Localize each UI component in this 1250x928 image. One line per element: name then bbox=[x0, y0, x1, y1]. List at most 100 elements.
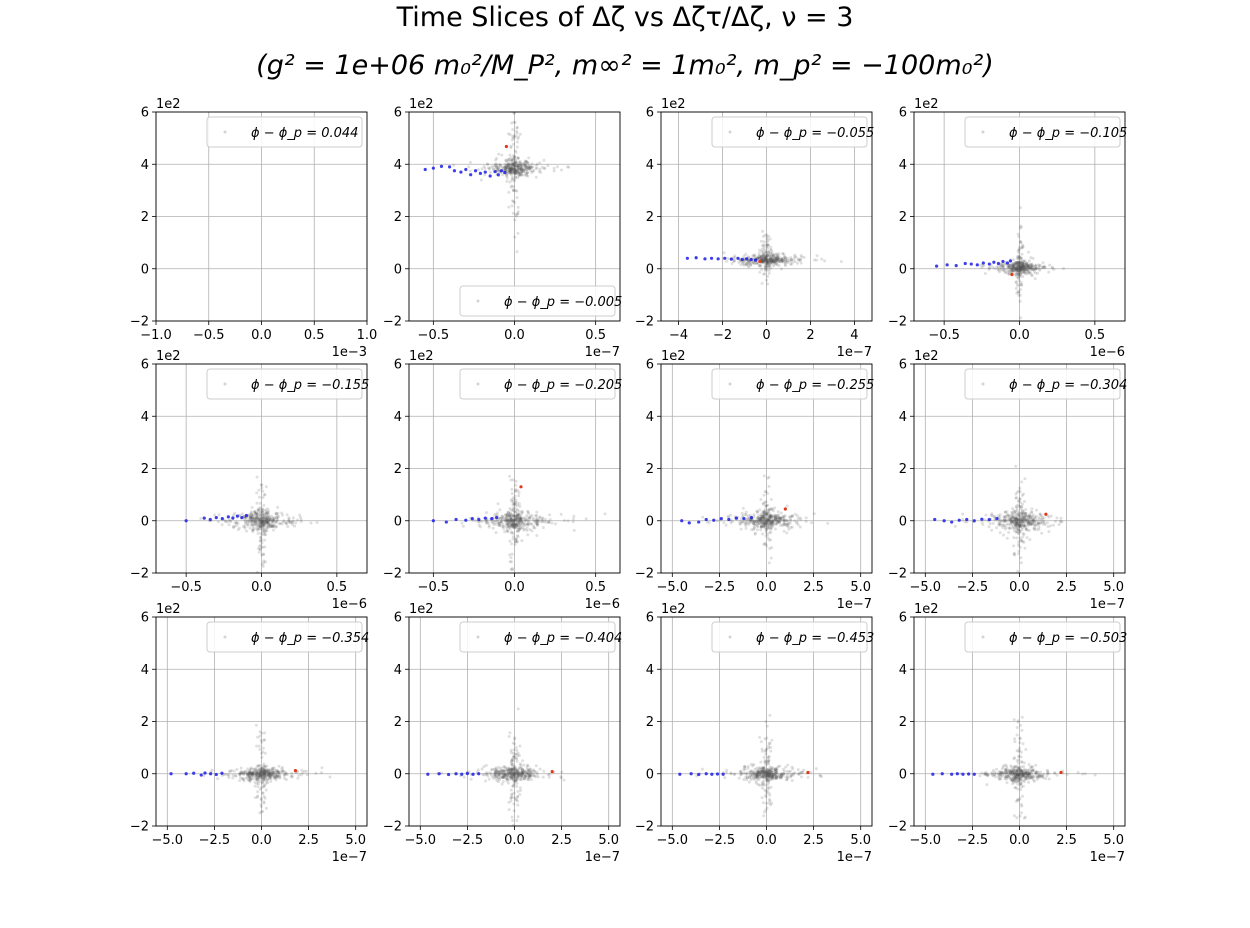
noise-point bbox=[770, 772, 774, 776]
noise-point bbox=[258, 748, 262, 752]
noise-point bbox=[775, 771, 779, 775]
noise-point bbox=[983, 272, 987, 276]
noise-point bbox=[494, 158, 498, 162]
noise-point bbox=[1029, 769, 1033, 773]
noise-point bbox=[1016, 770, 1020, 774]
noise-point bbox=[255, 521, 259, 525]
noise-point bbox=[762, 253, 766, 257]
noise-point bbox=[1004, 767, 1008, 771]
noise-point bbox=[509, 775, 513, 779]
noise-point bbox=[566, 519, 570, 523]
noise-point bbox=[1022, 765, 1026, 769]
noise-point bbox=[1017, 515, 1021, 519]
noise-point bbox=[761, 514, 765, 518]
noise-point bbox=[767, 259, 771, 263]
noise-point bbox=[534, 175, 538, 179]
noise-point bbox=[505, 773, 509, 777]
noise-point bbox=[1023, 514, 1027, 518]
noise-point bbox=[1002, 518, 1006, 522]
noise-point bbox=[515, 781, 519, 785]
noise-point bbox=[1019, 266, 1023, 270]
noise-point bbox=[248, 771, 252, 775]
legend-box bbox=[206, 621, 363, 653]
noise-point bbox=[756, 778, 760, 782]
noise-point bbox=[286, 525, 290, 529]
noise-point bbox=[497, 773, 501, 777]
noise-point bbox=[510, 162, 514, 166]
noise-point bbox=[541, 526, 545, 530]
noise-point bbox=[1017, 773, 1021, 777]
noise-point bbox=[753, 523, 757, 527]
noise-point bbox=[752, 513, 756, 517]
noise-point bbox=[1006, 513, 1010, 517]
noise-point bbox=[246, 773, 250, 777]
noise-point bbox=[761, 772, 765, 776]
noise-point bbox=[512, 748, 516, 752]
x-offset-label: 1e−7 bbox=[837, 850, 872, 865]
noise-point bbox=[498, 508, 502, 512]
noise-point bbox=[272, 766, 276, 770]
noise-point bbox=[764, 257, 768, 261]
noise-point bbox=[781, 522, 785, 526]
noise-point bbox=[536, 523, 540, 527]
noise-point bbox=[527, 164, 531, 168]
noise-point bbox=[259, 769, 263, 773]
noise-point bbox=[513, 135, 517, 139]
noise-point bbox=[1019, 788, 1023, 792]
noise-point bbox=[515, 517, 519, 521]
noise-point bbox=[788, 259, 792, 263]
noise-point bbox=[264, 517, 268, 521]
noise-point bbox=[758, 735, 762, 739]
legend-marker bbox=[476, 299, 480, 303]
x-tick-label: 2.5 bbox=[803, 833, 824, 848]
blue-point bbox=[721, 772, 725, 776]
noise-point bbox=[1014, 517, 1018, 521]
noise-point bbox=[264, 788, 268, 792]
noise-point bbox=[251, 529, 255, 533]
noise-point bbox=[251, 528, 255, 532]
noise-point bbox=[515, 769, 519, 773]
noise-point bbox=[261, 553, 265, 557]
noise-point bbox=[1022, 768, 1026, 772]
noise-point bbox=[1007, 522, 1011, 526]
noise-point bbox=[1015, 263, 1019, 267]
noise-point bbox=[516, 754, 520, 758]
noise-point bbox=[514, 171, 518, 175]
noise-point bbox=[261, 545, 265, 549]
noise-point bbox=[764, 795, 768, 799]
noise-point bbox=[1019, 507, 1023, 511]
noise-point bbox=[729, 513, 733, 517]
noise-point bbox=[1014, 261, 1018, 265]
noise-point bbox=[760, 516, 764, 520]
noise-point bbox=[769, 260, 773, 264]
noise-point bbox=[260, 562, 264, 566]
noise-point bbox=[756, 522, 760, 526]
y-tick-label: 2 bbox=[141, 715, 149, 730]
noise-point bbox=[504, 766, 508, 770]
noise-point bbox=[513, 120, 517, 124]
noise-point bbox=[823, 259, 827, 263]
noise-point bbox=[1011, 269, 1015, 273]
noise-point bbox=[268, 523, 272, 527]
noise-point bbox=[999, 777, 1003, 781]
noise-point bbox=[763, 500, 767, 504]
noise-point bbox=[1022, 271, 1026, 275]
noise-point bbox=[265, 517, 269, 521]
noise-point bbox=[509, 567, 513, 571]
noise-point bbox=[510, 776, 514, 780]
noise-point bbox=[523, 168, 527, 172]
noise-point bbox=[769, 513, 773, 517]
y-tick-label: 6 bbox=[899, 106, 907, 121]
noise-point bbox=[1014, 262, 1018, 266]
noise-point bbox=[1004, 514, 1008, 518]
noise-point bbox=[516, 156, 520, 160]
noise-point bbox=[259, 526, 263, 530]
blue-point bbox=[477, 772, 481, 776]
noise-point bbox=[767, 517, 771, 521]
noise-point bbox=[522, 516, 526, 520]
noise-point bbox=[510, 162, 514, 166]
noise-point bbox=[1029, 522, 1033, 526]
noise-point bbox=[524, 165, 528, 169]
noise-point bbox=[763, 766, 767, 770]
noise-point bbox=[766, 772, 770, 776]
